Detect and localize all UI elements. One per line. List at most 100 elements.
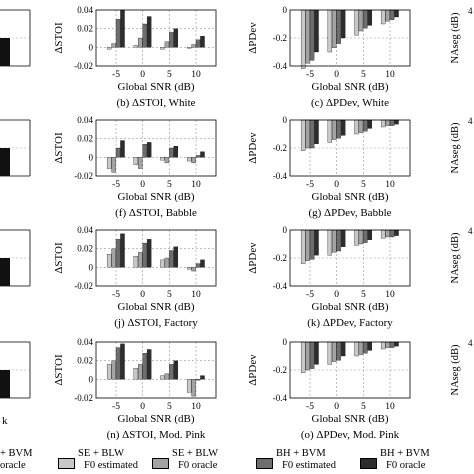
x-tick-label: 10	[191, 180, 201, 190]
bar	[354, 9, 359, 36]
legend-label-line2: F0 estimated	[282, 460, 336, 471]
partial-bar	[0, 38, 10, 66]
bar	[120, 140, 125, 158]
panel-title: (k) ΔPDev, Factory	[307, 317, 393, 329]
x-tick-label: -5	[112, 402, 120, 412]
bar	[164, 41, 170, 48]
partial-bar	[0, 370, 10, 398]
x-tick-label: 0	[334, 402, 339, 412]
y-tick-label: -0.2	[273, 253, 287, 263]
bar	[200, 375, 205, 380]
bar	[332, 119, 337, 140]
bar	[106, 254, 112, 268]
bar	[385, 229, 390, 238]
bar	[111, 43, 116, 48]
x-tick-label: 5	[361, 70, 366, 80]
legend-label-line2: F0 oracle	[386, 460, 426, 471]
bar	[195, 263, 201, 268]
bar	[106, 364, 112, 380]
y-tick-label: 0	[89, 374, 94, 384]
y-tick-label: -0.4	[273, 61, 288, 71]
y-tick-label: -0.4	[273, 171, 288, 181]
bar	[173, 28, 179, 48]
bar	[146, 349, 152, 380]
panel-title: (b) ΔSTOI, White	[116, 97, 195, 109]
x-tick-label: 10	[385, 180, 395, 190]
bar	[138, 364, 143, 380]
x-axis-label: Global SNR (dB)	[312, 413, 389, 425]
bar	[169, 32, 174, 48]
y-tick-label: 0.02	[77, 356, 93, 366]
partial-panel-title: k	[2, 415, 8, 427]
x-tick-label: 10	[385, 402, 395, 412]
bar	[314, 119, 319, 144]
panel-title: (c) ΔPDev, White	[311, 97, 389, 109]
y-tick-label: 0	[283, 5, 288, 15]
bar	[195, 39, 201, 48]
x-tick-label: 0	[334, 290, 339, 300]
bar	[305, 119, 310, 149]
bar	[120, 343, 125, 380]
x-tick-label: 0	[334, 70, 339, 80]
bar	[146, 16, 152, 48]
bar	[394, 229, 399, 236]
y-tick-label: 0	[283, 225, 288, 235]
plot-frame	[95, 229, 217, 287]
x-axis-label: Global SNR (dB)	[312, 81, 389, 93]
bar	[367, 119, 373, 129]
legend-label-line1: + BVM	[0, 448, 33, 459]
legend-label-line2: oracle	[0, 460, 26, 471]
y-tick-label: 0	[89, 152, 94, 162]
bar	[327, 229, 333, 256]
x-tick-label: 5	[167, 180, 172, 190]
bar	[133, 255, 139, 268]
partial-y-tick: 4	[468, 116, 473, 126]
x-tick-label: 5	[361, 290, 366, 300]
bar	[389, 9, 395, 20]
x-tick-label: 0	[140, 70, 145, 80]
bar	[186, 47, 192, 49]
bar	[111, 248, 116, 268]
bar	[305, 9, 310, 64]
partial-bar	[0, 148, 10, 176]
y-tick-label: 0.02	[77, 244, 93, 254]
bar	[146, 239, 152, 268]
bar	[367, 9, 373, 26]
bar	[164, 157, 170, 164]
bar	[138, 37, 143, 48]
bar	[363, 119, 368, 132]
bar	[300, 229, 306, 264]
bar	[309, 341, 315, 369]
bar	[173, 360, 179, 380]
bar	[200, 35, 205, 48]
bar	[354, 119, 359, 135]
y-tick-label: -0.4	[273, 281, 288, 291]
bar	[133, 157, 139, 165]
bar	[394, 341, 399, 347]
x-tick-label: 10	[385, 290, 395, 300]
legend-entry: BH + BVM F0 oracle	[360, 448, 450, 474]
bar	[195, 155, 201, 158]
bar	[142, 353, 147, 380]
panel-title: (j) ΔSTOI, Factory	[114, 317, 198, 329]
bar	[142, 144, 147, 158]
bar	[332, 341, 337, 362]
y-axis-label: ΔPDev	[247, 22, 259, 54]
y-axis-label: ΔPDev	[247, 354, 259, 386]
plot-frame	[289, 119, 411, 177]
bar	[340, 229, 346, 247]
bar	[380, 119, 386, 128]
bar	[309, 229, 315, 260]
legend-swatch	[58, 458, 75, 469]
bar	[173, 145, 179, 158]
bar	[389, 229, 395, 238]
bar	[363, 229, 368, 243]
bar	[389, 341, 395, 348]
bar	[358, 341, 364, 355]
legend-label-line2: F0 oracle	[178, 460, 218, 471]
bar	[115, 147, 121, 158]
x-tick-label: 10	[191, 70, 201, 80]
